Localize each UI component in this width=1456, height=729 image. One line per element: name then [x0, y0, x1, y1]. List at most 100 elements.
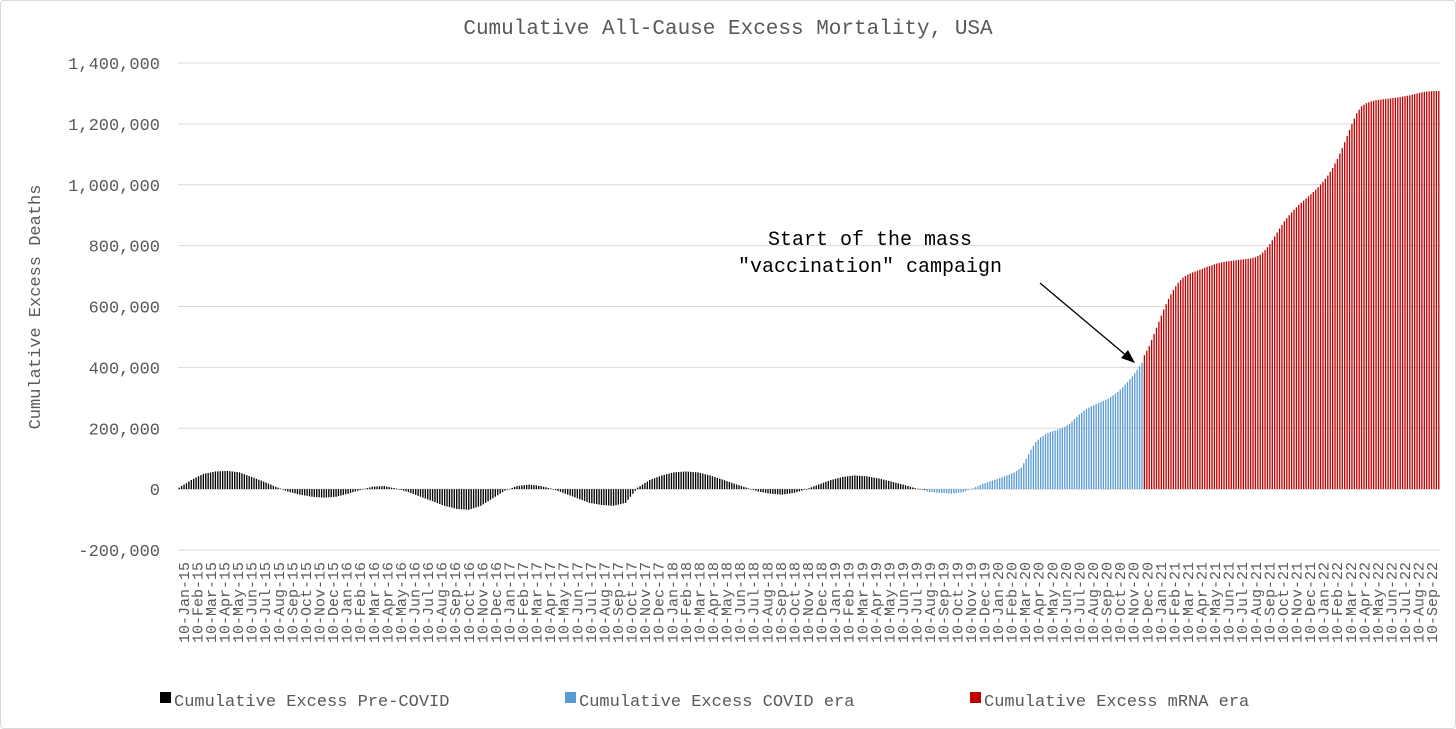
bar-mrna-era: [1356, 113, 1358, 490]
bar-mrna-era: [1182, 277, 1184, 490]
legend-swatch: [565, 692, 576, 703]
bar-pre-covid: [704, 474, 706, 490]
bar-pre-covid: [859, 475, 861, 490]
bar-mrna-era: [1377, 99, 1380, 490]
bar-pre-covid: [793, 489, 796, 493]
bar-pre-covid: [530, 484, 533, 490]
x-tick-label: 10-Mar-18: [692, 562, 709, 643]
bar-pre-covid: [810, 487, 813, 490]
bar-pre-covid: [224, 470, 226, 490]
bar-mrna-era: [1348, 129, 1351, 490]
bar-pre-covid: [817, 484, 820, 490]
bar-pre-covid: [306, 489, 308, 496]
x-tick-label: 10-Dec-17: [652, 562, 669, 643]
bar-mrna-era: [1319, 184, 1322, 490]
bar-mrna-era: [1365, 103, 1368, 490]
x-tick-label: 10-Sep-21: [1262, 562, 1279, 643]
bar-pre-covid: [443, 489, 446, 506]
bar-mrna-era: [1283, 221, 1286, 490]
bar-pre-covid: [668, 473, 670, 490]
bar-mrna-era: [1274, 236, 1276, 490]
bar-mrna-era: [1223, 261, 1225, 490]
bar-pre-covid: [699, 472, 702, 490]
x-tick-label: 10-Apr-20: [1032, 562, 1049, 643]
bar-covid-era: [1011, 473, 1013, 490]
bar-pre-covid: [265, 482, 267, 490]
bar-mrna-era: [1358, 109, 1360, 490]
x-tick-label: 10-Sep-22: [1425, 562, 1442, 643]
bar-covid-era: [1023, 463, 1025, 490]
bar-pre-covid: [813, 486, 815, 490]
y-axis-label: Cumulative Excess Deaths: [27, 185, 46, 430]
x-tick-label: 10-Oct-19: [950, 562, 967, 643]
bar-mrna-era: [1237, 259, 1240, 490]
bar-mrna-era: [1254, 257, 1257, 490]
bar-covid-era: [977, 486, 979, 490]
x-tick-label: 10-Jul-19: [910, 562, 927, 643]
bar-pre-covid: [583, 489, 586, 501]
bar-covid-era: [1049, 431, 1051, 490]
bar-covid-era: [953, 489, 955, 494]
bar-pre-covid: [774, 489, 776, 495]
bar-pre-covid: [470, 489, 472, 510]
chart-title: Cumulative All-Cause Excess Mortality, U…: [463, 18, 993, 41]
bar-pre-covid: [357, 489, 359, 491]
bar-covid-era: [979, 485, 981, 490]
bar-covid-era: [1117, 391, 1119, 490]
x-tick-label: 10-Jul-20: [1072, 562, 1089, 643]
bar-pre-covid: [320, 489, 323, 498]
bar-pre-covid: [299, 489, 301, 495]
bar-pre-covid: [591, 489, 593, 504]
bar-pre-covid: [465, 489, 468, 510]
bar-pre-covid: [632, 489, 634, 494]
bar-pre-covid: [506, 489, 509, 490]
bar-covid-era: [1061, 427, 1064, 490]
bar-covid-era: [994, 479, 996, 490]
bar-pre-covid: [439, 489, 441, 505]
bar-pre-covid: [236, 472, 238, 490]
x-tick-label: 10-Jan-16: [340, 562, 357, 643]
bar-pre-covid: [214, 471, 217, 490]
bar-pre-covid: [863, 476, 866, 490]
bar-pre-covid: [904, 485, 907, 490]
bar-pre-covid: [538, 485, 540, 490]
bar-pre-covid: [709, 475, 711, 490]
bar-pre-covid: [593, 489, 595, 504]
bar-mrna-era: [1421, 92, 1423, 490]
bar-mrna-era: [1397, 97, 1399, 490]
bar-pre-covid: [890, 481, 892, 490]
bar-pre-covid: [494, 489, 496, 497]
x-tick-label: 10-Feb-15: [190, 562, 207, 643]
bar-covid-era: [1105, 399, 1107, 490]
x-tick-label: 10-May-21: [1208, 562, 1225, 643]
bar-pre-covid: [533, 485, 535, 490]
x-tick-label: 10-Oct-16: [462, 562, 479, 643]
bar-pre-covid: [849, 476, 851, 490]
bar-pre-covid: [873, 477, 875, 490]
bar-pre-covid: [808, 488, 810, 490]
bar-mrna-era: [1401, 96, 1404, 490]
bar-pre-covid: [376, 486, 378, 490]
bar-mrna-era: [1346, 136, 1348, 490]
bar-pre-covid: [545, 487, 547, 490]
bar-pre-covid: [400, 489, 402, 490]
bar-covid-era: [1122, 387, 1124, 490]
bar-mrna-era: [1315, 189, 1317, 490]
bar-pre-covid: [374, 486, 376, 490]
x-tick-label: 10-Apr-22: [1357, 562, 1374, 643]
bar-pre-covid: [692, 472, 694, 490]
bar-pre-covid: [325, 489, 328, 498]
bar-covid-era: [957, 489, 960, 493]
bar-covid-era: [950, 489, 953, 494]
bar-pre-covid: [779, 489, 781, 495]
bar-pre-covid: [347, 489, 349, 494]
bar-pre-covid: [480, 489, 482, 506]
bar-pre-covid: [388, 487, 390, 490]
bar-pre-covid: [226, 470, 229, 490]
bar-covid-era: [1129, 379, 1131, 490]
x-tick-label: 10-May-16: [394, 562, 411, 643]
x-tick-label: 10-Nov-17: [638, 562, 655, 643]
bar-pre-covid: [639, 486, 641, 490]
bar-pre-covid: [569, 489, 571, 496]
bar-mrna-era: [1353, 118, 1355, 490]
